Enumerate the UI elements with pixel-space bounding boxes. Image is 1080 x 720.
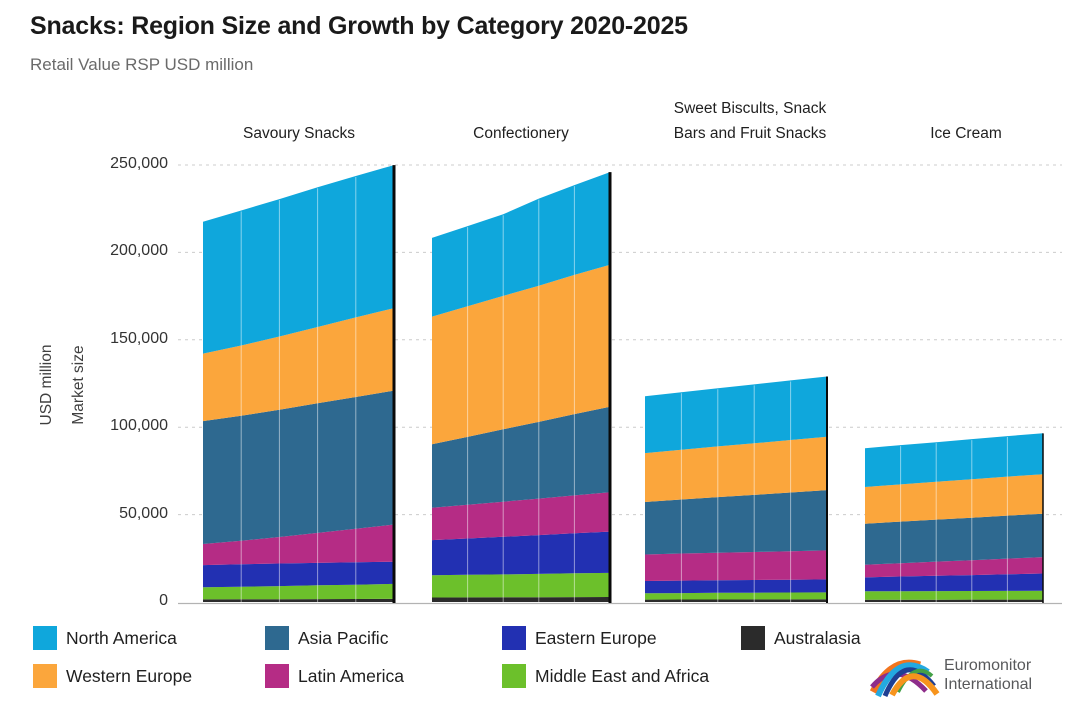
area-north-america bbox=[645, 376, 827, 454]
category-label-sweet-biscults-snack-bars-and-fruit-snacks: Sweet Biscults, Snack Bars and Fruit Snac… bbox=[674, 96, 826, 146]
area-middle-east-and-africa bbox=[645, 592, 827, 600]
legend-label: Middle East and Africa bbox=[535, 665, 710, 686]
category-label-line: Sweet Biscults, Snack bbox=[673, 100, 827, 117]
y-tick-100-000: 100,000 bbox=[110, 417, 168, 435]
area-eastern-europe bbox=[432, 531, 610, 576]
legend-label: Eastern Europe bbox=[535, 627, 657, 648]
legend-item-australasia: Australasia bbox=[741, 625, 861, 651]
y-tick-150-000: 150,000 bbox=[110, 329, 168, 347]
legend-item-latin-america: Latin America bbox=[265, 663, 404, 689]
area-australasia bbox=[432, 597, 610, 602]
area-latin-america bbox=[432, 492, 610, 541]
y-tick-250-000: 250,000 bbox=[110, 155, 168, 172]
area-eastern-europe bbox=[645, 579, 827, 594]
legend-label: Western Europe bbox=[66, 665, 193, 686]
area-asia-pacific bbox=[432, 406, 610, 508]
area-australasia bbox=[203, 598, 394, 602]
category-label-line: Ice Cream bbox=[930, 125, 1002, 142]
legend-swatch-eastern-europe bbox=[502, 626, 526, 650]
area-middle-east-and-africa bbox=[432, 572, 610, 598]
area-australasia bbox=[865, 599, 1043, 602]
legend-label: North America bbox=[66, 627, 177, 648]
area-asia-pacific bbox=[865, 513, 1043, 565]
area-latin-america bbox=[645, 550, 827, 581]
legend-swatch-north-america bbox=[33, 626, 57, 650]
area-middle-east-and-africa bbox=[203, 583, 394, 600]
chart-subtitle: Retail Value RSP USD million bbox=[30, 55, 254, 74]
area-latin-america bbox=[203, 524, 394, 566]
logo-text-line1: Euromonitor bbox=[944, 657, 1032, 674]
panel-sweet-biscults-snack-bars-and-fruit-snacks bbox=[645, 376, 828, 603]
area-asia-pacific bbox=[203, 390, 394, 544]
category-label-savoury-snacks: Savoury Snacks bbox=[243, 121, 355, 146]
euromonitor-logo-text: Euromonitor International bbox=[944, 656, 1032, 694]
area-western-europe bbox=[865, 474, 1043, 524]
logo-text-line2: International bbox=[944, 676, 1033, 693]
legend-swatch-asia-pacific bbox=[265, 626, 289, 650]
legend-swatch-australasia bbox=[741, 626, 765, 650]
area-western-europe bbox=[432, 264, 610, 445]
area-eastern-europe bbox=[865, 573, 1043, 592]
legend-label: Latin America bbox=[298, 665, 405, 686]
area-north-america bbox=[865, 433, 1043, 487]
euromonitor-logo bbox=[870, 646, 942, 702]
panel-savoury-snacks bbox=[203, 165, 396, 603]
area-western-europe bbox=[203, 308, 394, 422]
y-axis-title-usd-million: USD million bbox=[38, 344, 55, 426]
category-label-line: Savoury Snacks bbox=[243, 125, 355, 142]
y-tick-50-000: 50,000 bbox=[119, 504, 168, 522]
legend-item-asia-pacific: Asia Pacific bbox=[265, 625, 388, 651]
area-western-europe bbox=[645, 436, 827, 502]
category-label-confectionery: Confectionery bbox=[473, 121, 569, 146]
legend-label: Asia Pacific bbox=[298, 627, 389, 648]
area-latin-america bbox=[865, 557, 1043, 578]
y-tick-200-000: 200,000 bbox=[110, 242, 168, 260]
euromonitor-logo-icon bbox=[870, 659, 940, 698]
area-asia-pacific bbox=[645, 490, 827, 555]
area-north-america bbox=[203, 165, 394, 354]
legend-swatch-middle-east-and-africa bbox=[502, 664, 526, 688]
legend-item-western-europe: Western Europe bbox=[33, 663, 192, 689]
legend-swatch-latin-america bbox=[265, 664, 289, 688]
category-label-ice-cream: Ice Cream bbox=[930, 121, 1002, 146]
page-title: Snacks: Region Size and Growth by Catego… bbox=[30, 12, 688, 40]
area-eastern-europe bbox=[203, 561, 394, 588]
legend-item-north-america: North America bbox=[33, 625, 177, 651]
legend-item-middle-east-and-africa: Middle East and Africa bbox=[502, 663, 709, 689]
y-tick-0: 0 bbox=[159, 592, 168, 609]
panel-ice-cream bbox=[865, 433, 1044, 603]
legend-swatch-western-europe bbox=[33, 664, 57, 688]
legend-label: Australasia bbox=[774, 627, 861, 648]
y-axis-title-market-size: Market size bbox=[70, 345, 87, 425]
area-australasia bbox=[645, 599, 827, 602]
category-label-line: Bars and Fruit Snacks bbox=[673, 125, 827, 142]
area-middle-east-and-africa bbox=[865, 590, 1043, 600]
category-label-line: Confectionery bbox=[473, 125, 569, 142]
panel-confectionery bbox=[432, 172, 612, 603]
legend-item-eastern-europe: Eastern Europe bbox=[502, 625, 657, 651]
area-north-america bbox=[432, 172, 610, 317]
